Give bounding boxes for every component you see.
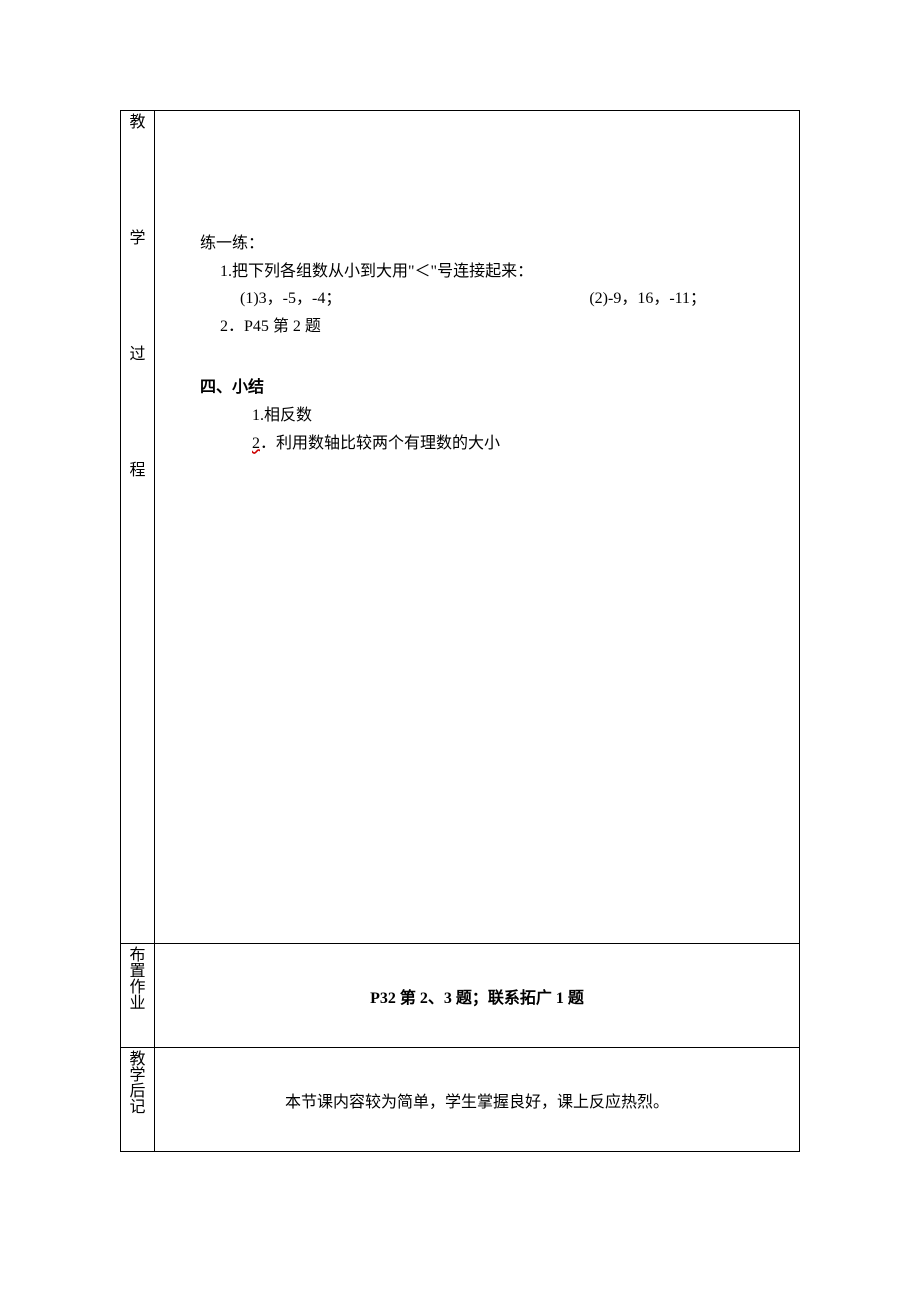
- practice-subitems: (1)3，-5，-4； (2)-9，16，-11；: [200, 286, 779, 312]
- practice-heading: 练一练：: [200, 231, 779, 257]
- homework-label-cell: 布 置 作 业: [121, 944, 155, 1048]
- summary-heading: 四、小结: [200, 375, 779, 401]
- summary-item-1: 1.相反数: [200, 403, 779, 429]
- process-label-cell: 教 学 过 程: [121, 111, 155, 944]
- process-row: 教 学 过 程 练一练： 1.把下列各组数从小到大用"＜"号连接起来： (1)3…: [121, 111, 800, 944]
- summary-2-number: 2: [252, 435, 260, 452]
- practice-item-2: 2．P45 第 2 题: [200, 314, 779, 340]
- process-label: 教 学 过 程: [121, 115, 154, 479]
- label-char: 作: [129, 980, 145, 996]
- homework-label: 布 置 作 业: [121, 948, 154, 1012]
- label-char: 学: [129, 1068, 145, 1084]
- process-content-cell: 练一练： 1.把下列各组数从小到大用"＜"号连接起来： (1)3，-5，-4； …: [155, 111, 800, 944]
- summary-item-2: 2．利用数轴比较两个有理数的大小: [200, 431, 779, 457]
- process-content: 练一练： 1.把下列各组数从小到大用"＜"号连接起来： (1)3，-5，-4； …: [155, 111, 799, 476]
- practice-item-1: 1.把下列各组数从小到大用"＜"号连接起来：: [200, 259, 779, 285]
- practice-sub-1: (1)3，-5，-4；: [240, 286, 341, 312]
- label-char: 程: [129, 463, 145, 479]
- label-char: 教: [129, 115, 145, 131]
- label-char: 布: [129, 948, 145, 964]
- label-char: 置: [129, 964, 145, 980]
- homework-content: P32 第 2、3 题；联系拓广 1 题: [155, 944, 800, 1048]
- label-char: 过: [129, 347, 145, 363]
- label-char: 学: [129, 231, 145, 247]
- page-container: 教 学 过 程 练一练： 1.把下列各组数从小到大用"＜"号连接起来： (1)3…: [0, 0, 920, 1242]
- notes-content: 本节课内容较为简单，学生掌握良好，课上反应热烈。: [155, 1048, 800, 1152]
- homework-row: 布 置 作 业 P32 第 2、3 题；联系拓广 1 题: [121, 944, 800, 1048]
- label-char: 后: [129, 1084, 145, 1100]
- lesson-plan-table: 教 学 过 程 练一练： 1.把下列各组数从小到大用"＜"号连接起来： (1)3…: [120, 110, 800, 1152]
- label-char: 业: [129, 996, 145, 1012]
- notes-row: 教 学 后 记 本节课内容较为简单，学生掌握良好，课上反应热烈。: [121, 1048, 800, 1152]
- summary-2-text: ．利用数轴比较两个有理数的大小: [260, 435, 500, 452]
- notes-label: 教 学 后 记: [121, 1052, 154, 1116]
- notes-label-cell: 教 学 后 记: [121, 1048, 155, 1152]
- label-char: 记: [129, 1100, 145, 1116]
- label-char: 教: [129, 1052, 145, 1068]
- practice-sub-2: (2)-9，16，-11；: [589, 286, 706, 312]
